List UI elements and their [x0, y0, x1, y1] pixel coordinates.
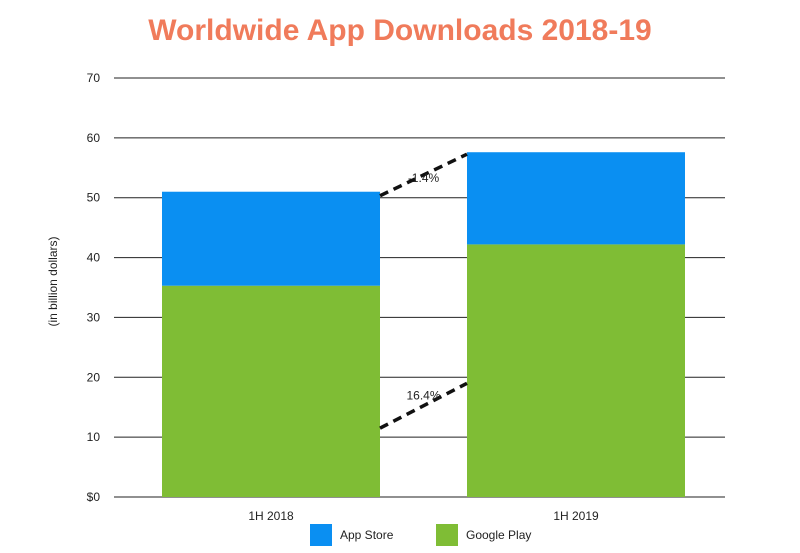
y-tick-label-30: 30: [87, 310, 101, 324]
annotation-google-play: 16.4%: [406, 389, 440, 403]
legend-label-google-play: Google Play: [466, 528, 532, 542]
bar-app-store-1h-2018: [162, 191, 380, 286]
annotation-app-store: -1.4%: [408, 171, 440, 185]
legend-swatch-google-play: [436, 524, 458, 546]
chart-legend: App Store Google Play: [0, 522, 800, 550]
y-tick-label-60: 60: [87, 131, 101, 145]
bar-google-play-1h-2019: [467, 244, 685, 497]
chart-title: Worldwide App Downloads 2018-19: [148, 14, 652, 47]
y-tick-label-0: $0: [87, 490, 101, 504]
connector-google-play: [379, 381, 468, 430]
bar-app-store-1h-2019: [467, 152, 685, 245]
y-tick-label-40: 40: [87, 251, 101, 265]
x-tick-label-1h-2019: 1H 2019: [553, 509, 599, 520]
legend-item-app-store[interactable]: App Store: [310, 522, 393, 548]
y-tick-label-20: 20: [87, 370, 101, 384]
y-tick-label-10: 10: [87, 430, 101, 444]
bar-google-play-1h-2018: [162, 285, 380, 497]
legend-item-google-play[interactable]: Google Play: [436, 522, 531, 548]
legend-swatch-app-store: [310, 524, 332, 546]
legend-label-app-store: App Store: [340, 528, 394, 542]
x-tick-label-1h-2018: 1H 2018: [248, 509, 294, 520]
y-tick-label-50: 50: [87, 191, 101, 205]
y-axis-label: (in billion dollars): [46, 236, 60, 326]
chart-plot-area: $0 10 20 30 40 50 60 70 (in billion dollars) 1H 2…: [46, 71, 725, 520]
y-tick-label-70: 70: [87, 71, 101, 85]
connector-app-store: [379, 152, 468, 198]
